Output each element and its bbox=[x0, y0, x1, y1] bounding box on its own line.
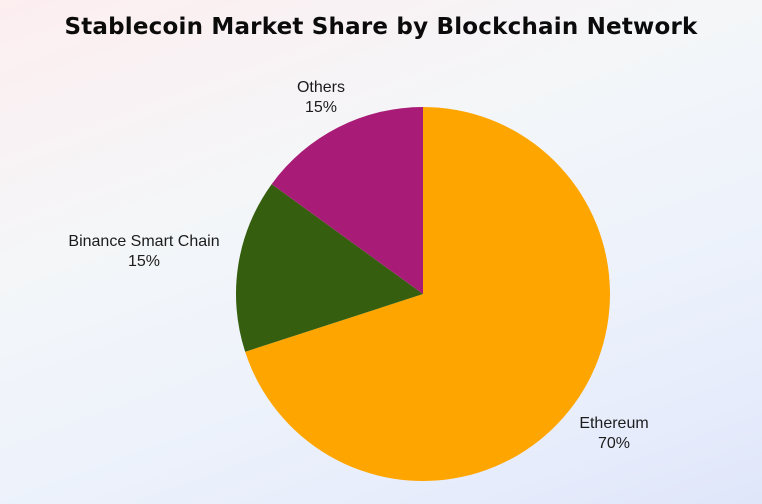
chart-title: Stablecoin Market Share by Blockchain Ne… bbox=[64, 14, 698, 40]
slice-label: Others bbox=[297, 79, 345, 96]
slice-label: Binance Smart Chain bbox=[68, 233, 219, 250]
pie-slice-others bbox=[271, 106, 423, 294]
slice-value-label: 15% bbox=[305, 99, 337, 116]
pie-slice-ethereum bbox=[245, 107, 610, 481]
slice-value-label: 15% bbox=[128, 253, 160, 270]
pie-slice-binance-smart-chain bbox=[235, 184, 423, 352]
slice-label: Ethereum bbox=[579, 415, 648, 432]
slice-value-label: 70% bbox=[598, 435, 630, 452]
